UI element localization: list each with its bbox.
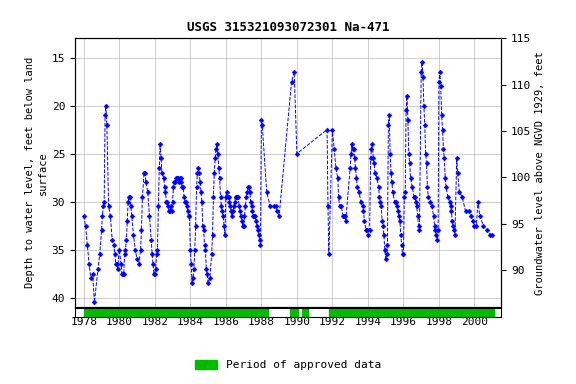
Y-axis label: Groundwater level above NGVD 1929, feet: Groundwater level above NGVD 1929, feet xyxy=(535,51,545,295)
Legend: Period of approved data: Period of approved data xyxy=(191,356,385,375)
Bar xyxy=(290,308,298,317)
Title: USGS 315321093072301 Na-471: USGS 315321093072301 Na-471 xyxy=(187,22,389,35)
Bar xyxy=(329,308,494,317)
Y-axis label: Depth to water level, feet below land
surface: Depth to water level, feet below land su… xyxy=(25,57,47,288)
Bar xyxy=(84,308,268,317)
Bar xyxy=(302,308,308,317)
